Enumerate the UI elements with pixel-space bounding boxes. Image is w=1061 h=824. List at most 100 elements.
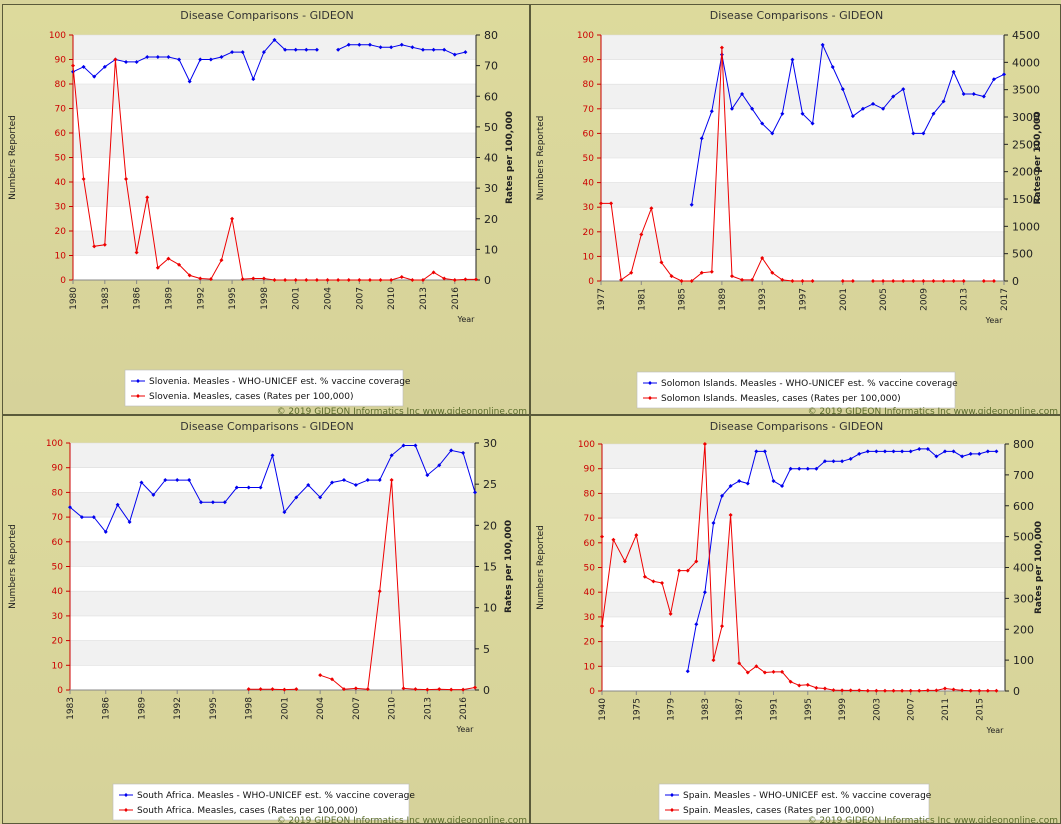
x-tick-label: 1998 — [260, 287, 270, 310]
data-point — [728, 513, 733, 518]
data-point — [689, 279, 694, 283]
right-tick-label: 0 — [484, 274, 491, 287]
data-point — [410, 45, 415, 50]
data-point — [900, 688, 905, 693]
chart-svg: Disease Comparisons - GIDEON010203040506… — [8, 420, 527, 823]
data-point — [389, 45, 394, 50]
data-point — [304, 47, 309, 52]
legend-swatch-marker — [670, 793, 674, 797]
right-tick-label: 200 — [1013, 623, 1034, 636]
data-point — [985, 688, 990, 693]
data-point — [124, 176, 129, 181]
data-point — [102, 64, 107, 69]
data-point — [619, 277, 624, 282]
data-point — [934, 454, 939, 459]
data-point — [740, 92, 745, 97]
x-tick-label: 2013 — [419, 287, 429, 310]
data-point — [413, 687, 418, 692]
grid-band — [601, 231, 1004, 257]
legend-swatch-marker — [648, 396, 652, 400]
data-point — [822, 459, 827, 464]
data-point — [871, 101, 876, 106]
data-point — [437, 687, 442, 692]
data-point — [115, 502, 120, 507]
right-tick-label: 15 — [483, 561, 497, 574]
data-point — [261, 276, 266, 281]
x-tick-label: 2003 — [872, 698, 882, 721]
right-tick-label: 60 — [484, 90, 498, 103]
data-point — [210, 500, 215, 505]
left-tick-label: 100 — [46, 439, 63, 449]
data-point — [642, 574, 647, 579]
left-tick-label: 60 — [55, 129, 67, 139]
right-tick-label: 40 — [484, 152, 498, 165]
data-point — [413, 443, 418, 448]
data-point — [788, 679, 793, 684]
data-point — [814, 685, 819, 690]
data-point — [609, 201, 614, 206]
left-tick-label: 90 — [584, 465, 596, 475]
data-point — [463, 50, 468, 55]
data-point — [865, 449, 870, 454]
data-point — [900, 449, 905, 454]
data-point — [891, 688, 896, 693]
data-point — [449, 687, 454, 692]
data-point — [891, 94, 896, 99]
data-point — [353, 482, 358, 487]
left-tick-label: 100 — [578, 440, 595, 450]
x-tick-label: 1983 — [701, 698, 711, 721]
copyright-text: © 2019 GIDEON Informatics Inc www.gideon… — [808, 407, 1058, 415]
right-tick-label: 300 — [1013, 592, 1034, 605]
legend-swatch-marker — [136, 394, 140, 398]
legend-entry: Solomon Islands. Measles, cases (Rates p… — [661, 394, 901, 404]
data-point — [874, 688, 879, 693]
x-axis-label: Year — [456, 725, 475, 734]
data-point — [848, 456, 853, 461]
x-tick-label: 1980 — [69, 287, 79, 310]
data-point — [293, 47, 298, 52]
data-point — [891, 279, 896, 283]
data-point — [293, 278, 298, 282]
data-point — [822, 686, 827, 691]
data-point — [399, 274, 404, 279]
data-point — [951, 279, 956, 283]
data-point — [941, 279, 946, 283]
data-point — [198, 276, 203, 281]
legend-box — [112, 783, 410, 821]
data-point — [639, 232, 644, 237]
data-point — [341, 478, 346, 483]
left-tick-label: 60 — [583, 129, 595, 139]
right-tick-label: 4500 — [1012, 29, 1040, 42]
data-point — [367, 278, 372, 282]
data-point — [961, 92, 966, 97]
data-point — [431, 47, 436, 52]
data-point — [830, 64, 835, 69]
data-point — [994, 688, 999, 693]
data-point — [921, 279, 926, 283]
data-point — [399, 42, 404, 47]
data-point — [461, 450, 466, 455]
data-point — [961, 279, 966, 283]
left-tick-label: 30 — [583, 203, 595, 213]
data-point — [911, 131, 916, 136]
chart-svg: Disease Comparisons - GIDEON010203040506… — [8, 9, 527, 414]
data-point — [971, 92, 976, 97]
data-point — [92, 74, 97, 79]
data-point — [857, 451, 862, 456]
data-point — [891, 449, 896, 454]
grid-band — [602, 493, 1005, 519]
chart-svg: Disease Comparisons - GIDEON010203040506… — [536, 9, 1058, 415]
data-point — [881, 106, 886, 111]
x-tick-label: 2016 — [451, 287, 461, 310]
data-point — [600, 624, 604, 629]
data-point — [113, 57, 118, 62]
data-point — [780, 669, 785, 674]
right-tick-label: 2000 — [1012, 166, 1040, 179]
data-point — [357, 278, 362, 282]
legend-swatch-marker — [124, 808, 128, 812]
data-point — [463, 277, 468, 282]
data-point — [81, 64, 86, 69]
data-point — [68, 505, 72, 510]
left-tick-label: 70 — [55, 105, 67, 115]
grid-band — [70, 640, 475, 666]
